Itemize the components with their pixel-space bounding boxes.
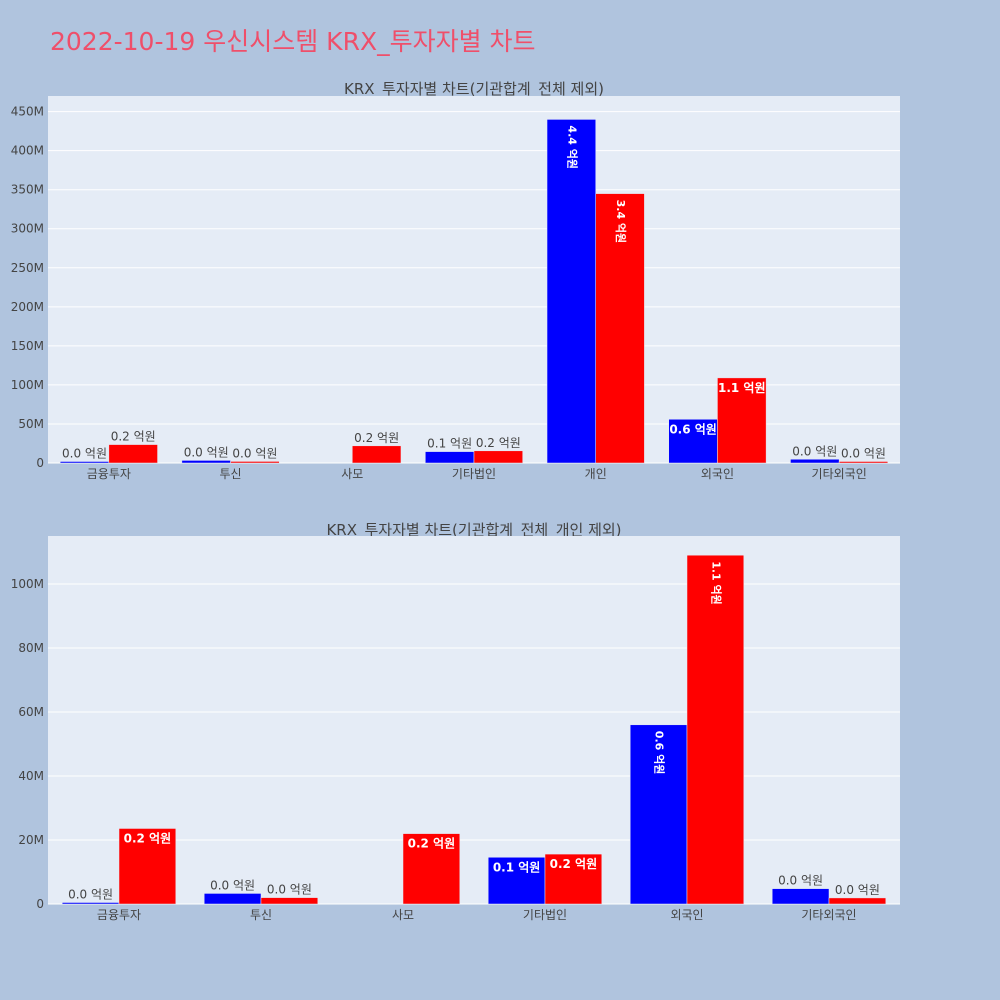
bar-sell [544, 853, 603, 905]
bar-sell [828, 897, 887, 905]
y-tick-label: 50M [18, 417, 44, 431]
bar-buy [546, 119, 596, 464]
bar-value-label: 1.1 억원 [709, 561, 723, 605]
bar-value-label: 0.0 억원 [62, 447, 107, 461]
chart-title: KRX_투자자별 차트(기관합계_전체_개인 제외) [326, 521, 621, 540]
bar-value-label: 0.6 억원 [669, 422, 717, 436]
bar-value-label: 0.0 억원 [68, 888, 113, 902]
bar-sell [717, 377, 767, 464]
x-tick-label: 금융투자 [97, 908, 141, 922]
bar-sell [686, 554, 745, 905]
bar-buy [203, 893, 262, 905]
chart-title: KRX_투자자별 차트(기관합계_전체 제외) [344, 80, 604, 99]
plot-area [48, 536, 900, 904]
x-tick-label: 외국인 [670, 908, 703, 922]
x-tick-label: 외국인 [701, 467, 734, 481]
y-tick-label: 0 [36, 456, 44, 470]
y-tick-label: 100M [11, 577, 44, 591]
bar-value-label: 0.6 억원 [653, 731, 667, 775]
y-tick-label: 100M [11, 378, 44, 392]
bar-sell [838, 461, 889, 464]
y-tick-label: 250M [11, 261, 44, 275]
bar-value-label: 3.4 억원 [614, 200, 628, 244]
y-tick-label: 150M [11, 339, 44, 353]
bar-sell [402, 833, 461, 905]
y-tick-label: 60M [18, 705, 44, 719]
bar-buy [668, 419, 718, 464]
bar-buy [59, 461, 110, 464]
chart-top: KRX_투자자별 차트(기관합계_전체 제외) 0 50M 100M 150M 200M 2… [11, 80, 900, 481]
y-tick-label: 40M [18, 769, 44, 783]
bar-buy [790, 459, 840, 464]
bar-buy [629, 724, 688, 905]
y-tick-label: 450M [11, 105, 44, 119]
bar-value-label: 0.2 억원 [408, 837, 456, 851]
x-tick-label: 투신 [250, 908, 272, 922]
x-tick-label: 사모 [341, 467, 363, 481]
x-tick-label: 기타법인 [523, 908, 567, 922]
bar-buy [487, 857, 546, 905]
x-tick-label: 기타외국인 [801, 908, 856, 922]
bar-value-label: 0.0 억원 [232, 446, 277, 460]
x-tick-label: 사모 [392, 908, 414, 922]
bar-value-label: 0.0 억원 [792, 444, 837, 458]
bar-value-label: 0.1 억원 [493, 860, 541, 874]
bar-value-label: 0.0 억원 [184, 445, 229, 459]
y-tick-label: 0 [36, 897, 44, 911]
bar-value-label: 0.0 억원 [267, 883, 312, 897]
x-tick-label: 금융투자 [87, 467, 131, 481]
bar-sell [473, 450, 523, 464]
x-tick-label: 투신 [220, 467, 242, 481]
x-tick-label: 기타법인 [452, 467, 496, 481]
bar-buy [61, 902, 120, 905]
bar-value-label: 1.1 억원 [718, 381, 766, 395]
bar-value-label: 0.0 억원 [835, 883, 880, 897]
bar-value-label: 4.4 억원 [565, 125, 579, 169]
x-tick-label: 개인 [585, 467, 607, 481]
y-tick-label: 200M [11, 300, 44, 314]
bar-value-label: 0.2 억원 [124, 831, 172, 845]
bar-buy [181, 460, 231, 464]
bar-buy [425, 451, 475, 464]
bar-sell [595, 193, 645, 464]
bar-value-label: 0.2 억원 [476, 436, 521, 450]
bar-sell [118, 828, 177, 905]
y-tick-label: 300M [11, 222, 44, 236]
bar-sell [352, 445, 402, 464]
chart-bottom: KRX_투자자별 차트(기관합계_전체_개인 제외) 0 20M 40M 60M 80M 1… [11, 521, 900, 922]
y-tick-label: 350M [11, 183, 44, 197]
page-title: 2022-10-19 우신시스템 KRX_투자자별 차트 [50, 27, 536, 56]
bar-value-label: 0.1 억원 [427, 437, 472, 451]
bar-sell [230, 461, 280, 464]
y-tick-label: 80M [18, 641, 44, 655]
y-tick-label: 400M [11, 144, 44, 158]
bar-sell [108, 444, 158, 464]
bar-value-label: 0.2 억원 [550, 857, 598, 871]
bar-value-label: 0.2 억원 [111, 430, 156, 444]
y-tick-label: 20M [18, 833, 44, 847]
bar-value-label: 0.0 억원 [210, 878, 255, 892]
x-tick-label: 기타외국인 [812, 467, 867, 481]
bar-value-label: 0.0 억원 [841, 447, 886, 461]
bar-value-label: 0.2 억원 [354, 431, 399, 445]
bar-buy [771, 888, 830, 905]
bar-value-label: 0.0 억원 [778, 874, 823, 888]
bar-sell [260, 897, 319, 905]
